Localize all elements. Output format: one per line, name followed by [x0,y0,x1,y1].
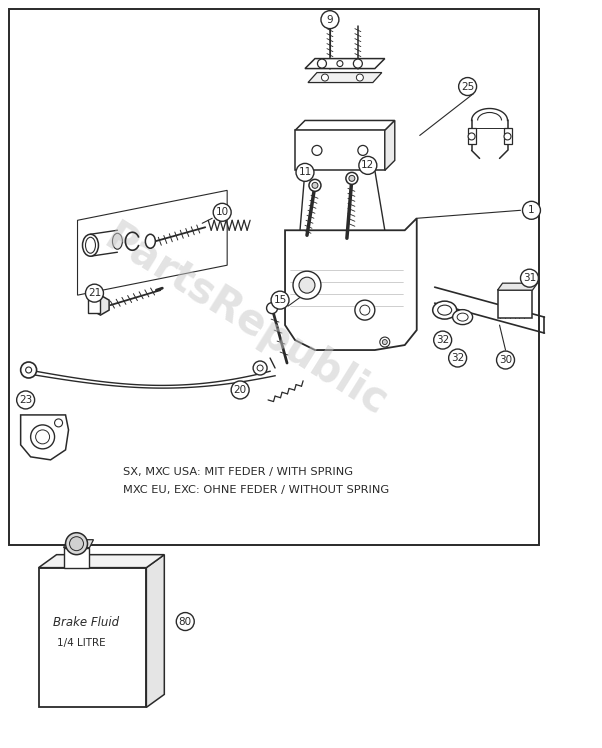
Bar [8,9,539,545]
Circle shape [359,156,377,174]
Polygon shape [305,58,385,69]
Bar [88,297,101,313]
Circle shape [468,133,475,140]
Circle shape [296,163,314,181]
Text: 15: 15 [273,295,287,305]
Ellipse shape [438,305,452,315]
Circle shape [257,365,263,371]
Ellipse shape [433,301,457,319]
Circle shape [70,537,84,551]
Text: 1: 1 [528,205,535,215]
Circle shape [321,74,329,81]
Text: SX, MXC USA: MIT FEDER / WITH SPRING: SX, MXC USA: MIT FEDER / WITH SPRING [123,467,353,476]
Circle shape [459,78,477,96]
Circle shape [380,337,389,347]
Circle shape [293,272,321,299]
Circle shape [360,305,370,315]
Polygon shape [385,120,395,171]
Text: 11: 11 [299,168,312,177]
Text: 1/4 LITRE: 1/4 LITRE [57,639,105,649]
Ellipse shape [113,233,122,249]
Text: 9: 9 [327,15,334,25]
Text: 10: 10 [216,207,229,218]
Bar [468,129,476,144]
Text: PartsRepublic: PartsRepublic [96,216,394,424]
Circle shape [382,340,387,345]
Text: 30: 30 [499,355,512,365]
Polygon shape [78,190,227,295]
Circle shape [448,349,467,367]
Circle shape [321,10,339,28]
Circle shape [26,367,32,373]
Polygon shape [497,283,538,290]
Circle shape [504,133,511,140]
Text: MXC EU, EXC: OHNE FEDER / WITHOUT SPRING: MXC EU, EXC: OHNE FEDER / WITHOUT SPRING [123,485,389,494]
Text: 21: 21 [88,288,101,298]
Circle shape [31,425,55,449]
Circle shape [213,203,231,221]
Circle shape [299,278,315,293]
Circle shape [523,201,541,219]
Text: Brake Fluid: Brake Fluid [52,616,119,629]
Polygon shape [295,120,395,130]
Circle shape [176,613,194,631]
Circle shape [356,74,364,81]
Bar [39,568,146,708]
Circle shape [312,183,318,188]
Circle shape [337,61,343,67]
Circle shape [521,269,538,287]
Circle shape [358,145,368,156]
Polygon shape [64,540,93,548]
Bar [503,129,512,144]
Bar [295,130,385,171]
Text: 25: 25 [461,82,474,91]
Circle shape [317,59,326,68]
Bar [64,548,90,568]
Text: 80: 80 [179,616,192,627]
Circle shape [267,303,278,313]
Ellipse shape [145,234,155,248]
Polygon shape [146,555,164,708]
Text: 12: 12 [361,160,374,171]
Polygon shape [20,415,69,460]
Circle shape [309,180,321,191]
Text: 31: 31 [523,273,536,283]
Text: 23: 23 [19,395,33,405]
Polygon shape [285,218,417,350]
Circle shape [20,362,37,378]
Bar [497,290,532,318]
Ellipse shape [457,313,468,321]
Text: 32: 32 [451,353,464,363]
Text: 20: 20 [234,385,247,395]
Circle shape [17,391,35,409]
Circle shape [66,533,87,555]
Polygon shape [92,295,109,315]
Circle shape [353,59,362,68]
Text: 32: 32 [436,335,449,345]
Polygon shape [308,73,382,82]
Circle shape [231,381,249,399]
Polygon shape [39,555,164,568]
Circle shape [85,284,104,302]
Ellipse shape [453,310,473,325]
Circle shape [355,300,375,320]
Circle shape [433,331,452,349]
Ellipse shape [82,234,99,257]
Circle shape [312,145,322,156]
Circle shape [36,430,49,444]
Circle shape [253,361,267,375]
Circle shape [497,351,515,369]
Ellipse shape [85,237,96,254]
Circle shape [55,419,63,427]
Circle shape [349,175,355,181]
Circle shape [346,172,358,184]
Circle shape [271,291,289,309]
